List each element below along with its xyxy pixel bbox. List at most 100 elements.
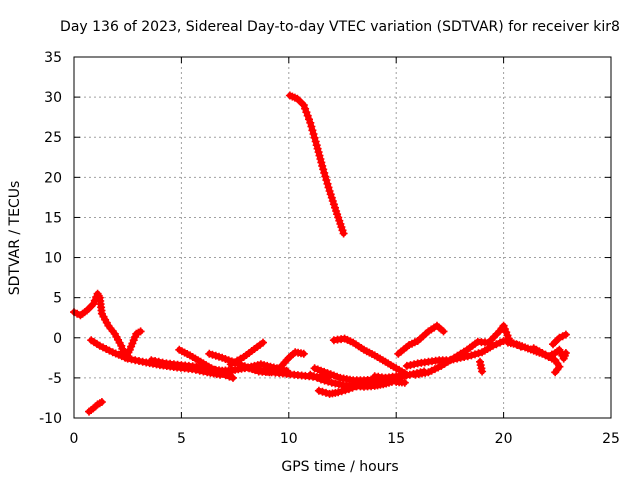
data-point — [348, 383, 357, 392]
series-arc-2 — [85, 398, 106, 416]
data-point — [307, 122, 316, 131]
data-point — [303, 111, 312, 120]
data-point — [310, 133, 319, 142]
data-point — [320, 376, 329, 385]
data-point — [309, 130, 318, 138]
data-point — [301, 104, 310, 113]
data-point — [302, 108, 311, 117]
data-point — [341, 386, 350, 395]
data-point — [89, 300, 98, 309]
plot-frame — [73, 56, 612, 419]
data-point — [496, 338, 504, 347]
data-point — [317, 158, 326, 167]
y-tick-label: 0 — [53, 331, 62, 347]
data-point — [388, 376, 397, 385]
data-point — [225, 372, 234, 381]
series-arc-14 — [370, 372, 409, 387]
data-point — [245, 364, 254, 373]
data-point — [309, 372, 318, 381]
data-point — [400, 378, 409, 387]
data-point — [471, 350, 479, 359]
data-point — [322, 176, 331, 185]
data-point — [314, 386, 323, 395]
data-point — [561, 349, 570, 357]
y-tick-label: -5 — [48, 371, 62, 387]
data-point — [334, 380, 343, 389]
data-point — [339, 229, 348, 238]
data-point — [439, 327, 448, 336]
y-tick-label: 5 — [53, 291, 62, 307]
data-point — [218, 369, 227, 378]
data-point — [321, 172, 330, 181]
data-point — [154, 357, 163, 366]
data-point — [406, 361, 415, 370]
chart-title: Day 136 of 2023, Sidereal Day-to-day VTE… — [60, 19, 620, 35]
y-tick-label: -10 — [39, 411, 62, 427]
data-point — [127, 355, 136, 364]
data-point — [400, 369, 409, 378]
data-point — [467, 351, 476, 360]
data-layer — [70, 91, 570, 416]
data-point — [97, 398, 106, 406]
data-point — [362, 379, 371, 387]
data-point — [299, 101, 308, 110]
x-tick-label: 0 — [70, 431, 79, 447]
series-arc-15 — [394, 321, 448, 358]
data-point — [359, 380, 368, 388]
data-point — [229, 373, 237, 382]
data-point — [478, 367, 487, 376]
data-point — [334, 388, 343, 397]
y-tick-label: 15 — [44, 210, 62, 226]
y-tick-label: 25 — [44, 130, 62, 146]
data-point — [344, 385, 353, 394]
data-point — [410, 360, 419, 369]
data-point — [313, 373, 322, 382]
data-point — [259, 338, 267, 347]
data-point — [492, 340, 501, 349]
x-tick-label: 25 — [602, 431, 620, 447]
series-arc-13 — [329, 334, 409, 378]
y-tick-label: 30 — [44, 90, 62, 106]
data-point — [305, 115, 313, 124]
series-arc-21 — [549, 330, 570, 349]
axis-ticks: 0 5 10 15 20 25 -10 -5 0 5 10 15 20 25 30 35 — [39, 50, 620, 447]
series-arc-7 — [226, 338, 267, 369]
y-axis-label: SDTVAR / TECUs — [7, 181, 23, 296]
data-point — [221, 371, 230, 380]
data-point — [381, 373, 390, 382]
data-point — [318, 387, 327, 396]
y-tick-label: 20 — [44, 170, 62, 186]
data-point — [324, 183, 333, 192]
x-tick-label: 15 — [387, 431, 405, 447]
series-arc-18 — [476, 357, 487, 376]
data-point — [136, 327, 145, 336]
data-point — [314, 148, 323, 157]
data-point — [312, 141, 321, 150]
y-tick-label: 10 — [44, 251, 62, 267]
series-arc-20 — [529, 344, 570, 363]
data-point — [561, 330, 570, 339]
series-arc-9 — [285, 91, 348, 238]
x-tick-label: 10 — [280, 431, 298, 447]
data-point — [488, 341, 497, 350]
data-point — [320, 168, 329, 177]
data-point — [323, 179, 332, 188]
data-point — [385, 375, 393, 384]
x-tick-label: 5 — [177, 431, 186, 447]
series-arc-5 — [175, 345, 237, 382]
data-point — [474, 349, 483, 358]
y-tick-label: 35 — [44, 50, 62, 66]
data-point — [319, 165, 328, 174]
data-point — [352, 382, 361, 391]
data-point — [308, 126, 317, 135]
data-point — [355, 381, 364, 390]
data-point — [306, 370, 315, 379]
data-point — [551, 368, 560, 377]
data-point — [324, 377, 333, 386]
data-point — [337, 387, 346, 396]
data-point — [317, 375, 325, 384]
data-point — [306, 118, 315, 127]
data-point — [299, 349, 308, 358]
x-axis-label: GPS time / hours — [281, 459, 398, 475]
